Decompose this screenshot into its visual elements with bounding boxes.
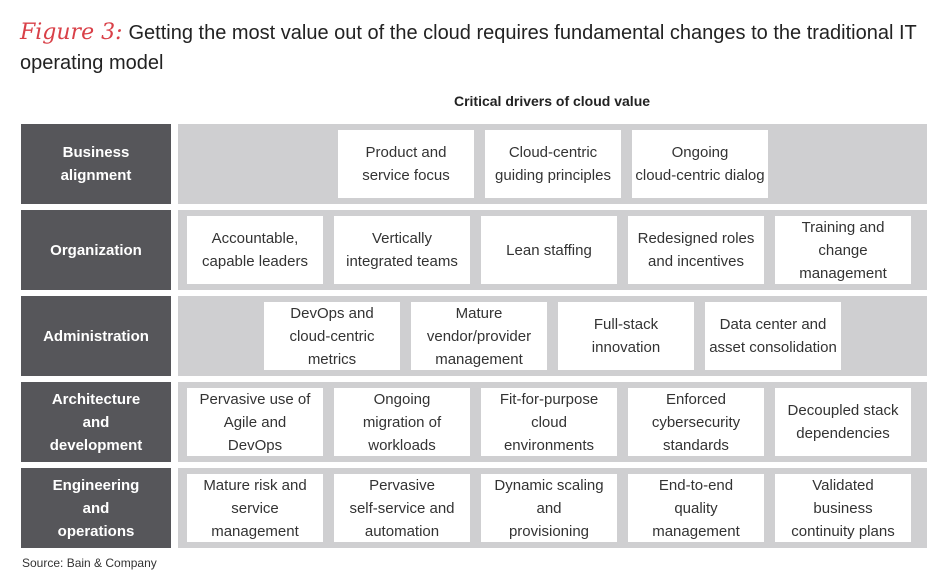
row-band: Product and service focus Cloud-centric g… — [178, 124, 927, 204]
row-band: DevOps and cloud-centric metrics Mature v… — [178, 296, 927, 376]
figure-title-text: Getting the most value out of the cloud … — [20, 22, 917, 74]
row-band: Accountable, capable leaders Vertically i… — [178, 210, 927, 290]
driver-cell: Lean staffing — [481, 216, 617, 284]
driver-row: Organization Accountable, capable leaders… — [21, 210, 927, 290]
driver-cell: Vertically integrated teams — [334, 216, 470, 284]
driver-cell: Ongoing cloud-centric dialog — [632, 130, 768, 198]
driver-cell: Validated business continuity plans — [775, 474, 911, 542]
driver-cell: End-to-end quality management — [628, 474, 764, 542]
driver-cell: Enforced cybersecurity standards — [628, 388, 764, 456]
row-label: Organization — [21, 210, 171, 290]
driver-row: Architecture and development Pervasive us… — [21, 382, 927, 462]
row-band: Pervasive use of Agile and DevOps Ongoing… — [178, 382, 927, 462]
figure-label: Figure 3: — [20, 20, 123, 45]
driver-cell: Product and service focus — [338, 130, 474, 198]
driver-cell: Mature vendor/provider management — [411, 302, 547, 370]
driver-row: Administration DevOps and cloud-centric m… — [21, 296, 927, 376]
source-note: Source: Bain & Company — [22, 556, 157, 570]
driver-cell: Pervasive self-service and automation — [334, 474, 470, 542]
driver-row: Engineering and operations Mature risk an… — [21, 468, 927, 548]
driver-cell: Mature risk and service management — [187, 474, 323, 542]
driver-cell: DevOps and cloud-centric metrics — [264, 302, 400, 370]
driver-cell: Cloud-centric guiding principles — [485, 130, 621, 198]
driver-row: Business alignment Product and service fo… — [21, 124, 927, 204]
driver-cell: Training and change management — [775, 216, 911, 284]
driver-cell: Accountable, capable leaders — [187, 216, 323, 284]
row-label: Architecture and development — [21, 382, 171, 462]
figure-title: Figure 3: Getting the most value out of t… — [20, 18, 930, 78]
row-label: Business alignment — [21, 124, 171, 204]
row-label: Engineering and operations — [21, 468, 171, 548]
driver-cell: Dynamic scaling and provisioning — [481, 474, 617, 542]
driver-cell: Data center and asset consolidation — [705, 302, 841, 370]
driver-cell: Ongoing migration of workloads — [334, 388, 470, 456]
driver-cell: Full-stack innovation — [558, 302, 694, 370]
driver-cell: Pervasive use of Agile and DevOps — [187, 388, 323, 456]
row-label: Administration — [21, 296, 171, 376]
row-band: Mature risk and service management Pervas… — [178, 468, 927, 548]
driver-cell: Decoupled stack dependencies — [775, 388, 911, 456]
chart-header: Critical drivers of cloud value — [453, 93, 651, 109]
driver-cell: Redesigned roles and incentives — [628, 216, 764, 284]
driver-cell: Fit-for-purpose cloud environments — [481, 388, 617, 456]
